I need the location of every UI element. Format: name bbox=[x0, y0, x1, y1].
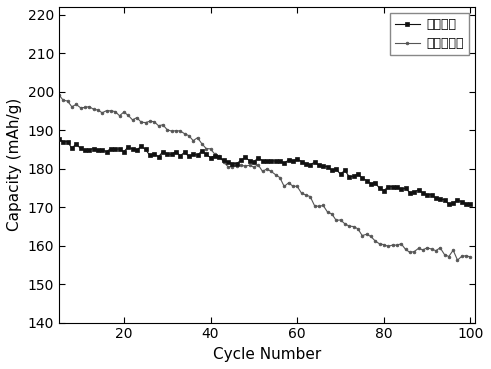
未包覆材料 bbox=[467, 255, 473, 259]
未包覆材料 bbox=[450, 248, 456, 252]
Legend: 包覆材料, 未包覆材料: 包覆材料, 未包覆材料 bbox=[390, 13, 468, 55]
包覆材料 bbox=[121, 149, 127, 154]
包覆材料 bbox=[467, 202, 473, 206]
未包覆材料 bbox=[142, 120, 148, 125]
X-axis label: Cycle Number: Cycle Number bbox=[213, 347, 321, 362]
未包覆材料 bbox=[39, 94, 45, 99]
未包覆材料 bbox=[264, 167, 270, 171]
未包覆材料 bbox=[437, 246, 443, 250]
未包覆材料 bbox=[455, 258, 461, 262]
Y-axis label: Capacity (mAh/g): Capacity (mAh/g) bbox=[7, 98, 22, 231]
包覆材料 bbox=[138, 144, 144, 148]
包覆材料 bbox=[450, 201, 456, 206]
包覆材料 bbox=[260, 158, 266, 163]
Line: 包覆材料: 包覆材料 bbox=[40, 103, 472, 206]
未包覆材料 bbox=[47, 85, 53, 89]
包覆材料 bbox=[433, 196, 439, 201]
Line: 未包覆材料: 未包覆材料 bbox=[40, 86, 472, 262]
未包覆材料 bbox=[125, 113, 131, 118]
包覆材料 bbox=[39, 102, 45, 107]
未包覆材料 bbox=[299, 191, 304, 196]
包覆材料 bbox=[294, 157, 300, 161]
包覆材料 bbox=[446, 202, 452, 207]
